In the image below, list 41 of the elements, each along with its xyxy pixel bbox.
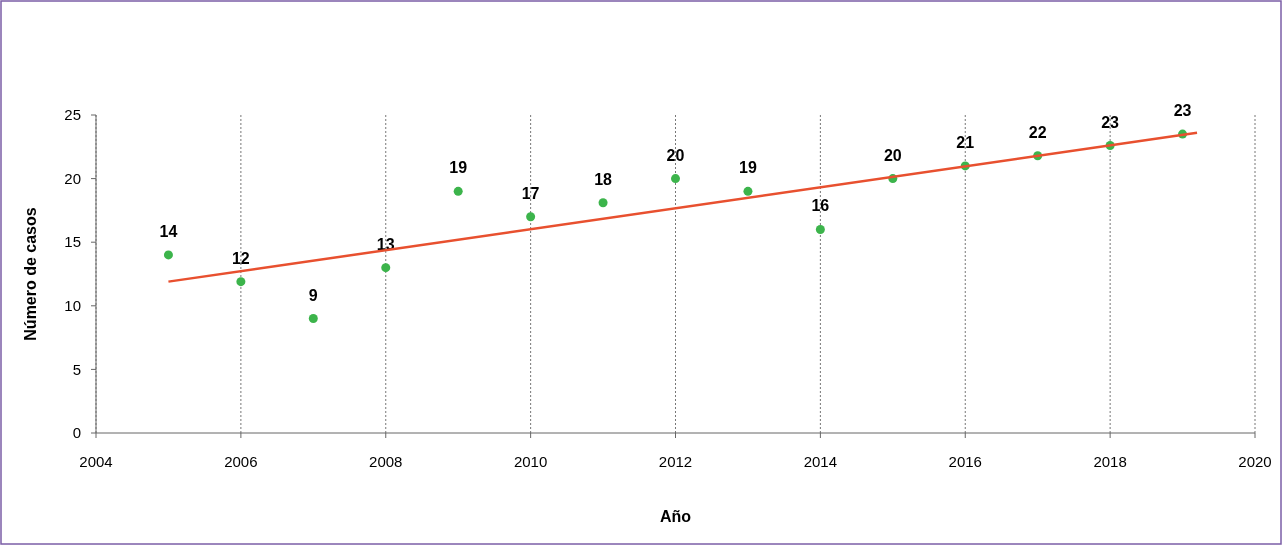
- data-label: 23: [1173, 102, 1192, 120]
- point: [453, 186, 463, 196]
- data-label: 12: [231, 249, 250, 267]
- data-label: 21: [956, 133, 975, 151]
- x-tick-label: 2012: [658, 453, 693, 470]
- x-axis-title: Año: [659, 508, 692, 525]
- y-tick-label: 0: [72, 424, 81, 442]
- point: [381, 263, 391, 273]
- point: [163, 250, 173, 260]
- point: [526, 212, 536, 222]
- x-tick-label: 2010: [513, 453, 548, 470]
- point: [743, 186, 753, 196]
- y-tick-label: 10: [64, 297, 81, 315]
- y-tick-label: 5: [72, 360, 81, 378]
- point: [308, 314, 318, 324]
- data-label: 14: [159, 222, 178, 240]
- data-label: 19: [739, 159, 757, 177]
- data-label: 17: [521, 184, 540, 202]
- point: [671, 174, 680, 184]
- data-label: 22: [1028, 123, 1047, 141]
- x-tick-label: 2008: [369, 453, 403, 470]
- x-tick-label: 2004: [79, 453, 113, 470]
- y-tick-label: 25: [64, 106, 81, 124]
- x-tick-label: 2020: [1238, 453, 1272, 470]
- y-axis-title: Número de casos: [22, 207, 39, 341]
- point: [236, 277, 246, 287]
- data-label: 16: [811, 197, 830, 215]
- data-label: 23: [1101, 113, 1120, 131]
- x-tick-label: 2006: [224, 453, 258, 470]
- x-tick-label: 2014: [803, 453, 838, 470]
- data-label: 18: [594, 170, 613, 188]
- y-tick-label: 20: [64, 169, 81, 187]
- data-label: 9: [308, 286, 318, 304]
- data-label: 20: [666, 146, 685, 164]
- data-label: 19: [449, 159, 468, 177]
- point: [598, 198, 608, 208]
- point: [815, 224, 825, 234]
- y-tick-label: 15: [64, 233, 81, 251]
- x-tick-label: 2018: [1093, 453, 1127, 470]
- x-tick-label: 2016: [948, 453, 982, 470]
- data-label: 20: [883, 146, 902, 164]
